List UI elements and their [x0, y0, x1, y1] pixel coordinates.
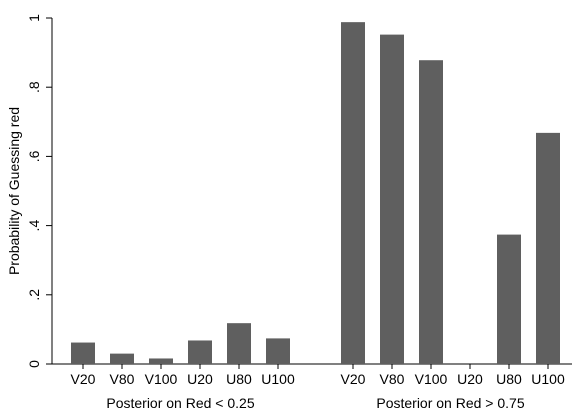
y-tick-label: 1 — [26, 14, 42, 22]
bar — [341, 22, 365, 364]
y-ticks: 0 .2 .4 .6 .8 1 — [26, 14, 52, 368]
bar — [380, 34, 404, 364]
bar — [227, 323, 251, 364]
bar — [266, 338, 290, 364]
x-tick-label: V20 — [341, 371, 366, 387]
y-tick-label: .8 — [26, 81, 42, 93]
y-tick-label: .4 — [26, 220, 42, 232]
y-tick-label: 0 — [26, 360, 42, 368]
group-label: Posterior on Red > 0.75 — [376, 395, 524, 411]
x-tick-label: V80 — [110, 371, 135, 387]
bar — [71, 342, 95, 364]
bar — [497, 234, 521, 364]
group-labels: Posterior on Red < 0.25 Posterior on Red … — [106, 395, 524, 411]
y-axis-label: Probability of Guessing red — [6, 107, 22, 275]
bar — [536, 132, 560, 364]
bar — [188, 340, 212, 364]
x-tick-label: U20 — [457, 371, 483, 387]
y-tick-label: .6 — [26, 150, 42, 162]
x-tick-labels: V20 V80 V100 U20 U80 U100 V20 V80 V100 U20 U80 U100 — [71, 364, 565, 387]
x-tick-label: U100 — [531, 371, 565, 387]
group-label: Posterior on Red < 0.25 — [106, 395, 254, 411]
x-tick-label: U100 — [261, 371, 295, 387]
bar — [149, 358, 173, 364]
x-tick-label: V100 — [145, 371, 178, 387]
bar — [110, 353, 134, 364]
bar — [419, 60, 443, 364]
x-tick-label: V20 — [71, 371, 96, 387]
x-tick-label: U20 — [187, 371, 213, 387]
bars — [71, 22, 560, 364]
x-tick-label: V80 — [380, 371, 405, 387]
x-tick-label: U80 — [496, 371, 522, 387]
y-tick-label: .2 — [26, 289, 42, 301]
x-tick-label: V100 — [415, 371, 448, 387]
x-tick-label: U80 — [226, 371, 252, 387]
